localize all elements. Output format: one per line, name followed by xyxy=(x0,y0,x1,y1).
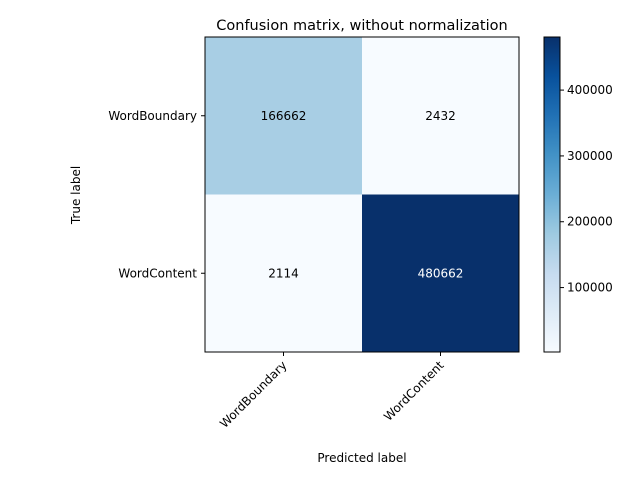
cell-value-labels: 166662 2432 2114 480662 xyxy=(261,109,464,281)
y-tick-label: WordBoundary xyxy=(108,109,197,123)
heatmap-cell-r0-c0 xyxy=(205,37,363,195)
colorbar-tick-label: 300000 xyxy=(567,149,613,163)
cell-value-r1-c0: 2114 xyxy=(268,266,299,280)
x-tick-label: WordBoundary xyxy=(217,358,290,431)
heatmap-cell-r1-c1 xyxy=(362,194,520,353)
cell-value-r1-c1: 480662 xyxy=(418,266,464,280)
heatmap-cell-r1-c0 xyxy=(205,194,363,353)
y-tick-label: WordContent xyxy=(118,266,197,280)
chart-title: Confusion matrix, without normalization xyxy=(216,18,507,34)
colorbar-tick-label: 400000 xyxy=(567,83,613,97)
cell-value-r0-c1: 2432 xyxy=(425,109,456,123)
y-axis-ticks: WordBoundary WordContent xyxy=(108,109,205,280)
cell-value-r0-c0: 166662 xyxy=(261,109,307,123)
colorbar xyxy=(543,36,561,353)
y-axis-label: True label xyxy=(69,166,83,225)
colorbar-tick-label: 200000 xyxy=(567,215,613,229)
x-tick-label: WordContent xyxy=(381,358,447,424)
plot-frame xyxy=(204,36,520,353)
colorbar-tick-label: 100000 xyxy=(567,281,613,295)
heatmap-cell-r0-c1 xyxy=(362,37,520,195)
x-axis-ticks: WordBoundary WordContent xyxy=(217,352,447,431)
x-axis-label: Predicted label xyxy=(317,451,406,465)
colorbar-ticks: 100000 200000 300000 400000 xyxy=(560,83,613,295)
heatmap-cells xyxy=(205,37,520,353)
